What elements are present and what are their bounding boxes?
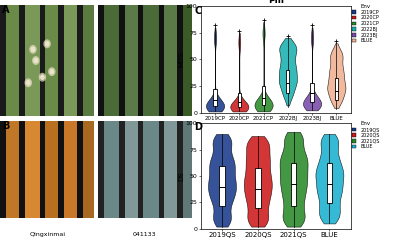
- Bar: [19, 5, 24, 116]
- Bar: [310, 83, 314, 102]
- Bar: [183, 5, 192, 116]
- Circle shape: [48, 67, 56, 76]
- Bar: [24, 121, 40, 218]
- Circle shape: [40, 75, 45, 80]
- Bar: [291, 163, 296, 205]
- Circle shape: [49, 69, 54, 75]
- Bar: [177, 121, 183, 218]
- Bar: [24, 5, 40, 116]
- Circle shape: [43, 39, 51, 48]
- Bar: [98, 121, 104, 218]
- Bar: [0, 121, 6, 218]
- Bar: [177, 5, 183, 116]
- Bar: [6, 5, 19, 116]
- Bar: [59, 121, 64, 218]
- Text: Qingxinmai: Qingxinmai: [30, 232, 66, 237]
- Circle shape: [33, 58, 38, 63]
- Bar: [144, 5, 158, 116]
- Bar: [0, 5, 6, 116]
- Bar: [144, 121, 158, 218]
- Bar: [119, 5, 125, 116]
- Circle shape: [24, 78, 32, 87]
- Bar: [158, 121, 164, 218]
- Bar: [77, 5, 83, 116]
- Bar: [40, 5, 45, 116]
- Bar: [119, 121, 125, 218]
- Bar: [45, 5, 59, 116]
- Bar: [335, 78, 338, 100]
- Circle shape: [30, 46, 35, 52]
- Bar: [158, 5, 164, 116]
- Text: D: D: [194, 122, 203, 132]
- Bar: [64, 5, 77, 116]
- Bar: [183, 121, 192, 218]
- Legend: 2019CP, 2020CP, 2021CP, 2022BJ, 2023BJ, BLUE: 2019CP, 2020CP, 2021CP, 2022BJ, 2023BJ, …: [352, 4, 379, 43]
- Bar: [83, 121, 94, 218]
- Bar: [45, 121, 59, 218]
- Bar: [164, 121, 177, 218]
- Bar: [164, 5, 177, 116]
- Bar: [6, 121, 19, 218]
- Bar: [83, 5, 94, 116]
- Bar: [213, 89, 217, 106]
- Bar: [238, 93, 241, 107]
- Bar: [125, 5, 138, 116]
- Bar: [326, 163, 332, 204]
- Text: A: A: [2, 5, 10, 15]
- Bar: [104, 121, 119, 218]
- Bar: [255, 168, 261, 208]
- Bar: [286, 70, 290, 93]
- Bar: [77, 121, 83, 218]
- Y-axis label: MDS: MDS: [178, 52, 184, 67]
- Bar: [104, 5, 119, 116]
- Text: C: C: [194, 6, 202, 16]
- Text: 041133: 041133: [133, 232, 156, 237]
- Bar: [262, 86, 265, 105]
- Bar: [138, 121, 144, 218]
- Circle shape: [26, 80, 30, 86]
- Bar: [40, 121, 45, 218]
- Bar: [125, 121, 138, 218]
- Bar: [98, 5, 104, 116]
- Legend: 2019QS, 2020QS, 2021QS, BLUE: 2019QS, 2020QS, 2021QS, BLUE: [352, 121, 379, 149]
- Bar: [64, 121, 77, 218]
- Title: Pm: Pm: [268, 0, 284, 5]
- Circle shape: [32, 56, 40, 65]
- Bar: [219, 166, 225, 205]
- Y-axis label: DS: DS: [178, 171, 184, 181]
- Circle shape: [38, 73, 46, 82]
- Circle shape: [45, 41, 49, 46]
- Bar: [138, 5, 144, 116]
- Bar: [59, 5, 64, 116]
- Bar: [19, 121, 24, 218]
- Circle shape: [29, 45, 37, 54]
- Text: B: B: [2, 121, 9, 131]
